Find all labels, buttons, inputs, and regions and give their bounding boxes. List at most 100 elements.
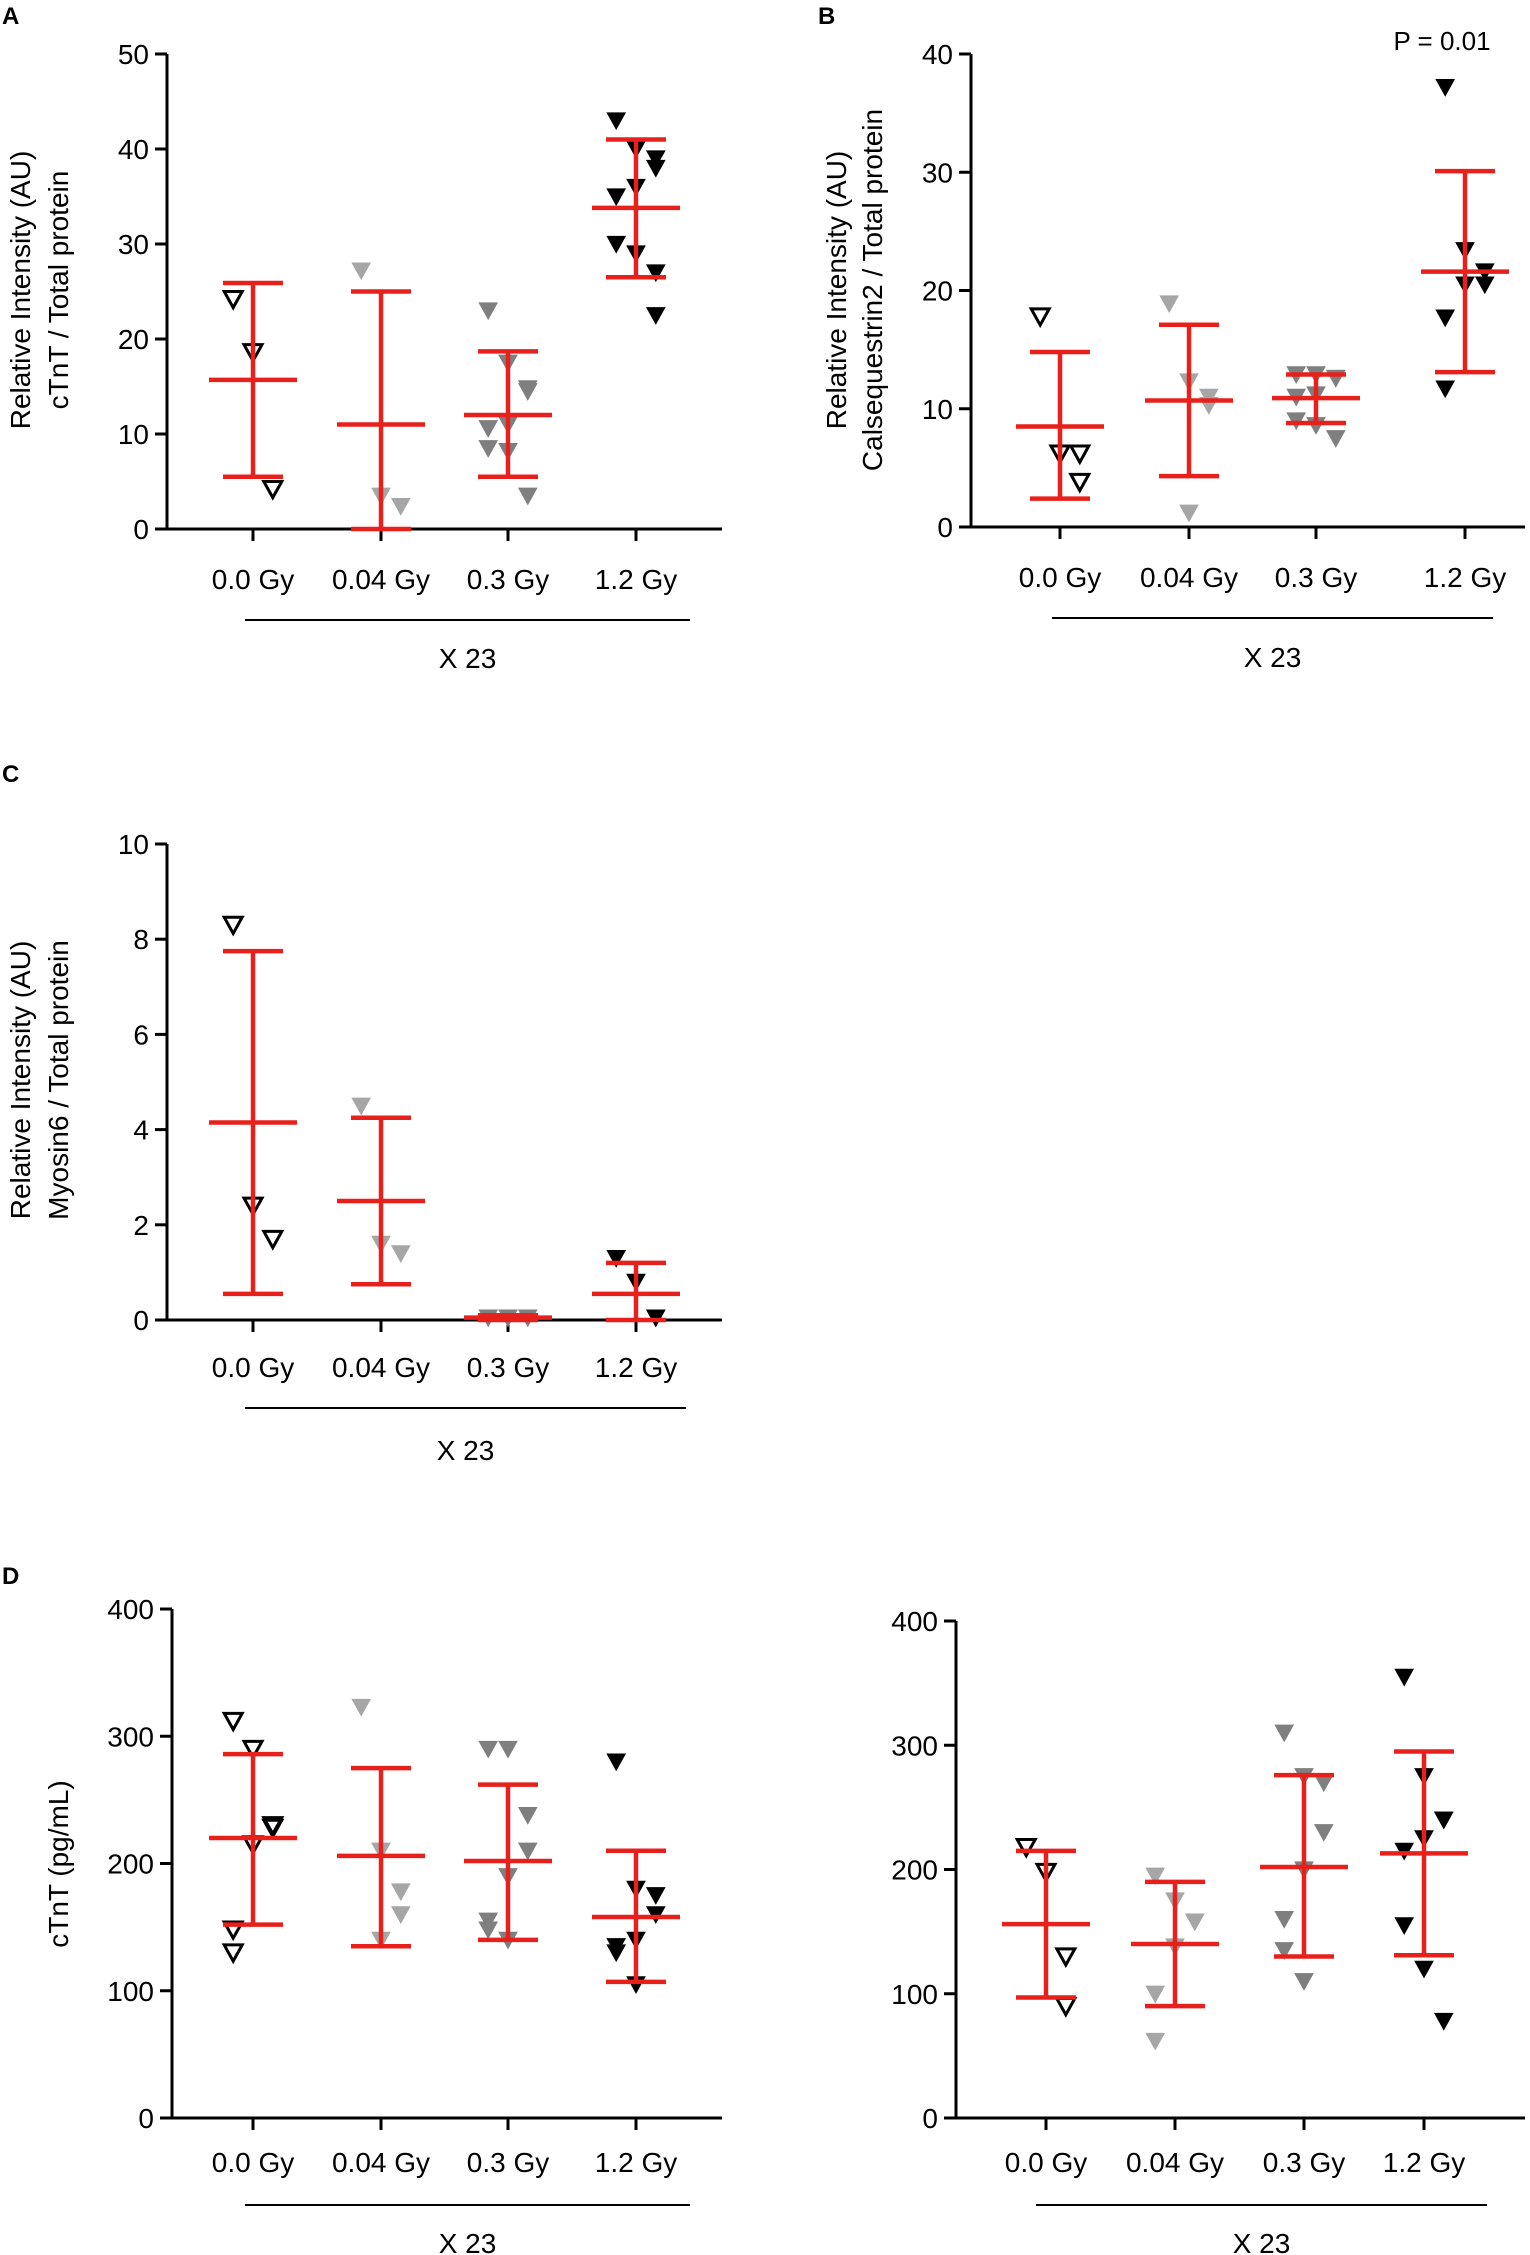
- data-point: [1394, 1917, 1415, 1935]
- category-label: 0.04 Gy: [1140, 562, 1238, 593]
- y-tick-label: 4: [133, 1115, 149, 1146]
- y-tick-label: 8: [133, 924, 149, 955]
- data-point: [1435, 78, 1456, 97]
- chart-d-left: 0 100 200 300 400 cTnT (pg/mL) 0.0 Gy 0.04 Gy 0.…: [43, 1594, 722, 2255]
- category-label: 0.3 Gy: [1263, 2147, 1345, 2178]
- data-point: [1145, 1985, 1166, 2004]
- y-axis-label: Myosin6 / Total protein: [43, 940, 74, 1220]
- y-tick-label: 20: [118, 324, 149, 355]
- x-axis-label: X 23: [437, 1435, 495, 1466]
- panel-letter-c: C: [2, 761, 19, 788]
- y-tick-label: 100: [107, 1976, 154, 2007]
- y-tick-label: 400: [891, 1606, 938, 1637]
- data-point: [645, 159, 666, 178]
- data-point: [478, 302, 499, 321]
- y-axis-label: Relative Intensity (AU): [821, 151, 852, 430]
- data-point: [390, 1906, 411, 1924]
- data-point: [1294, 1973, 1314, 1991]
- data-point: [1274, 1724, 1295, 1743]
- data-point: [390, 1245, 411, 1263]
- data-point: [351, 262, 372, 281]
- y-axis-label: Relative Intensity (AU): [5, 151, 36, 430]
- category-label: 0.04 Gy: [332, 1352, 430, 1383]
- data-point: [606, 112, 627, 131]
- y-tick-label: 400: [107, 1594, 154, 1625]
- y-tick-label: 0: [922, 2103, 938, 2134]
- data-point: [221, 1711, 245, 1733]
- category-label: 0.0 Gy: [1005, 2147, 1087, 2178]
- category-label: 0.3 Gy: [467, 1352, 549, 1383]
- data-point: [221, 1943, 245, 1965]
- data-point: [261, 1229, 285, 1251]
- data-point: [1145, 1867, 1166, 1886]
- data-point: [1014, 1837, 1038, 1859]
- y-tick-label: 0: [937, 512, 953, 543]
- category-label: 0.04 Gy: [332, 2147, 430, 2178]
- y-tick-label: 300: [107, 1721, 154, 1752]
- y-tick-label: 0: [133, 514, 149, 545]
- y-axis-label: Calsequestrin2 / Total protein: [857, 109, 888, 471]
- data-point: [1159, 295, 1180, 314]
- panel-letter-b: B: [818, 3, 835, 30]
- data-point: [351, 1097, 372, 1116]
- data-point: [606, 1249, 627, 1268]
- y-tick-label: 0: [133, 1305, 149, 1336]
- chart-a: 0 10 20 30 40 50 Relative Intensity (AU) cTnT /…: [5, 39, 722, 674]
- data-point: [645, 307, 666, 325]
- y-axis-label: cTnT (pg/mL): [43, 1780, 74, 1948]
- category-label: 0.0 Gy: [212, 2147, 294, 2178]
- data-point: [478, 1921, 499, 1940]
- p-value-annotation: P = 0.01: [1393, 26, 1490, 56]
- data-point: [1274, 1911, 1295, 1929]
- x-axis-label: X 23: [1244, 642, 1302, 673]
- data-point: [1179, 504, 1199, 523]
- data-point: [478, 1740, 499, 1759]
- data-point: [478, 440, 499, 458]
- data-point: [241, 1739, 265, 1761]
- y-axis-label: cTnT / Total protein: [43, 171, 74, 410]
- data-point: [1313, 1824, 1334, 1842]
- data-point: [645, 1887, 666, 1905]
- data-point: [1325, 430, 1346, 448]
- y-tick-label: 20: [922, 276, 953, 307]
- category-label: 0.04 Gy: [1126, 2147, 1224, 2178]
- y-tick-label: 6: [133, 1019, 149, 1050]
- y-tick-label: 2: [133, 1210, 149, 1241]
- data-point: [1068, 444, 1092, 466]
- data-point: [221, 1920, 245, 1942]
- data-point: [478, 1912, 499, 1931]
- x-axis-label: X 23: [439, 643, 497, 674]
- category-label: 0.0 Gy: [212, 1352, 294, 1383]
- data-point: [390, 1883, 411, 1902]
- y-axis-label: Relative Intensity (AU): [5, 941, 36, 1220]
- data-point: [1184, 1913, 1205, 1932]
- y-tick-label: 200: [107, 1849, 154, 1880]
- data-point: [1435, 380, 1456, 399]
- data-point: [606, 1753, 627, 1772]
- data-point: [1433, 2012, 1454, 2031]
- data-point: [1028, 307, 1052, 329]
- data-point: [606, 1944, 627, 1963]
- category-label: 1.2 Gy: [595, 1352, 677, 1383]
- y-tick-label: 30: [922, 157, 953, 188]
- category-label: 0.3 Gy: [1275, 562, 1357, 593]
- data-point: [1474, 276, 1495, 295]
- y-tick-label: 200: [891, 1855, 938, 1886]
- y-tick-label: 50: [118, 39, 149, 70]
- data-point: [1145, 2032, 1166, 2051]
- y-tick-label: 10: [922, 394, 953, 425]
- data-point: [517, 1806, 538, 1825]
- category-label: 1.2 Gy: [1383, 2147, 1465, 2178]
- data-point: [517, 1842, 538, 1861]
- panel-letter-a: A: [2, 3, 19, 30]
- data-point: [606, 235, 627, 254]
- chart-b: 0 10 20 30 40 Relative Intensity (AU) Calseque…: [821, 26, 1525, 673]
- data-point: [1068, 472, 1092, 494]
- data-point: [606, 188, 627, 207]
- data-point: [351, 1698, 372, 1717]
- data-point: [261, 479, 285, 501]
- y-tick-label: 30: [118, 229, 149, 260]
- chart-d-right: 0 100 200 300 400 0.0 Gy 0.04 Gy 0.3 Gy 1.2 Gy X …: [891, 1606, 1525, 2255]
- data-point: [390, 498, 411, 516]
